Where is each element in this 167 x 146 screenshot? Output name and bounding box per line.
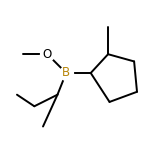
Text: O: O (43, 48, 52, 61)
Text: B: B (62, 66, 70, 80)
